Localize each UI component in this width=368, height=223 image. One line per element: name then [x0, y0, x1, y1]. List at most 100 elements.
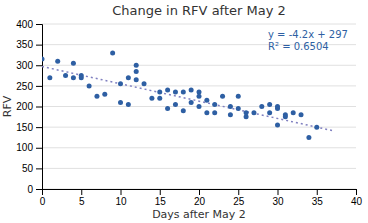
- point: [189, 88, 194, 93]
- grid-line: [42, 147, 356, 148]
- y-axis: 050100150200250300350400: [16, 19, 42, 195]
- tick: 40: [351, 189, 363, 207]
- tick-mark: [36, 189, 42, 190]
- point: [283, 114, 288, 119]
- point: [134, 63, 139, 68]
- tick: 30: [272, 189, 284, 207]
- tick-mark: [36, 45, 42, 46]
- tick-label: 20: [194, 196, 206, 207]
- axis-line: [43, 190, 357, 196]
- point: [173, 102, 178, 107]
- tick-label: 250: [16, 81, 33, 92]
- point: [236, 106, 241, 111]
- y-axis-title: RFV: [1, 95, 14, 117]
- point: [102, 92, 107, 97]
- point: [165, 88, 170, 93]
- point: [236, 94, 241, 99]
- point: [306, 135, 311, 140]
- point: [275, 123, 280, 128]
- point: [134, 69, 139, 74]
- point: [314, 125, 319, 130]
- tick: 250: [16, 81, 42, 92]
- tick: 25: [233, 189, 245, 207]
- trend-line: [42, 66, 332, 130]
- tick-label: 400: [16, 19, 33, 30]
- point: [267, 110, 272, 115]
- tick-label: 350: [16, 39, 33, 50]
- point: [94, 94, 99, 99]
- point: [173, 90, 178, 95]
- point: [197, 104, 202, 109]
- tick: 35: [312, 189, 324, 207]
- point: [157, 90, 162, 95]
- grid-line: [42, 127, 356, 128]
- point: [228, 112, 233, 117]
- tick-mark: [160, 189, 161, 195]
- tick-label: 0: [27, 184, 33, 195]
- tick-mark: [81, 189, 82, 195]
- tick-mark: [238, 189, 239, 195]
- tick-label: 150: [16, 122, 33, 133]
- annotation: y = -4.2x + 297R² = 0.6504: [268, 29, 348, 52]
- point: [212, 102, 217, 107]
- point: [134, 77, 139, 82]
- grid-line: [42, 24, 356, 25]
- x-axis-title: Days after May 2: [152, 208, 246, 221]
- tick-label: 5: [79, 196, 85, 207]
- point: [275, 104, 280, 109]
- axis-line: [36, 25, 43, 190]
- tick-mark: [36, 127, 42, 128]
- point: [181, 108, 186, 113]
- point: [157, 96, 162, 101]
- annotation-line: y = -4.2x + 297: [268, 29, 348, 40]
- point: [204, 98, 209, 103]
- tick-mark: [121, 189, 122, 195]
- tick-label: 10: [115, 196, 127, 207]
- tick: 15: [155, 189, 167, 207]
- tick: 10: [115, 189, 127, 207]
- title: Change in RFV after May 2: [112, 3, 286, 18]
- point: [267, 102, 272, 107]
- tick-label: 30: [272, 196, 284, 207]
- tick: 20: [194, 189, 206, 207]
- tick-mark: [356, 189, 357, 195]
- point: [87, 83, 92, 88]
- tick: 200: [16, 101, 42, 112]
- point: [189, 100, 194, 105]
- tick-label: 200: [16, 101, 33, 112]
- point: [126, 102, 131, 107]
- tick-mark: [278, 189, 279, 195]
- grid-line: [42, 168, 356, 169]
- tick-label: 0: [40, 196, 46, 207]
- point: [79, 75, 84, 80]
- point: [142, 81, 147, 86]
- grid: [42, 24, 356, 189]
- point: [181, 90, 186, 95]
- tick-mark: [36, 86, 42, 87]
- point: [244, 110, 249, 115]
- point: [118, 100, 123, 105]
- grid-line: [42, 65, 356, 66]
- tick: 350: [16, 39, 42, 50]
- point: [259, 104, 264, 109]
- tick-label: 40: [351, 196, 363, 207]
- tick-mark: [199, 189, 200, 195]
- point: [165, 106, 170, 111]
- tick-label: 15: [155, 196, 167, 207]
- tick: 150: [16, 122, 42, 133]
- point: [251, 110, 256, 115]
- tick-label: 35: [312, 196, 324, 207]
- point: [63, 73, 68, 78]
- point: [47, 75, 52, 80]
- point: [42, 57, 45, 62]
- point: [71, 75, 76, 80]
- point: [212, 110, 217, 115]
- tick-mark: [36, 65, 42, 66]
- tick-mark: [317, 189, 318, 195]
- point: [204, 110, 209, 115]
- point: [197, 94, 202, 99]
- annotation-line: R² = 0.6504: [268, 41, 329, 52]
- tick-label: 50: [22, 163, 34, 174]
- tick: 0: [40, 189, 46, 207]
- point: [291, 110, 296, 115]
